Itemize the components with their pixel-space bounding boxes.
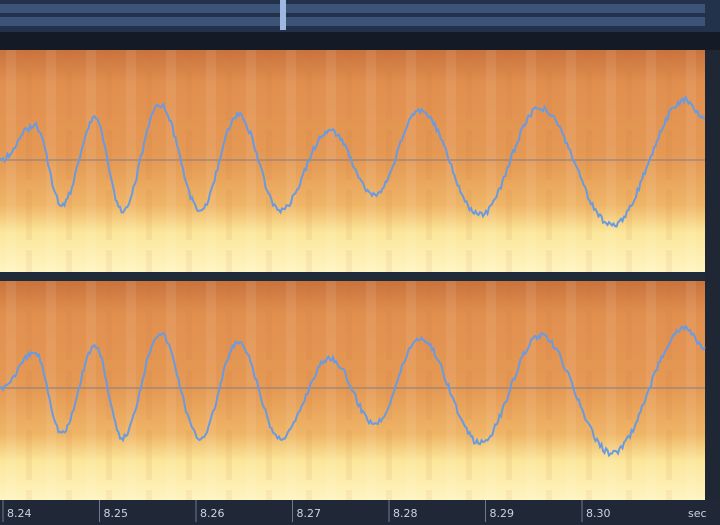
amplitude-ruler bbox=[705, 50, 720, 500]
overview-wave bbox=[0, 4, 705, 13]
separator bbox=[0, 32, 720, 50]
timeline-label: 8.26 bbox=[200, 507, 225, 520]
timeline[interactable] bbox=[0, 500, 720, 525]
waveform bbox=[0, 324, 706, 458]
separator bbox=[0, 272, 720, 281]
timeline-label: 8.29 bbox=[490, 507, 515, 520]
overview-playhead[interactable] bbox=[280, 0, 286, 30]
timeline-label: 8.24 bbox=[7, 507, 32, 520]
timeline-unit: sec bbox=[688, 507, 707, 520]
timeline-label: 8.30 bbox=[586, 507, 611, 520]
waveform bbox=[0, 94, 705, 228]
timeline-label: 8.25 bbox=[104, 507, 129, 520]
timeline-label: 8.28 bbox=[393, 507, 418, 520]
overview-wave bbox=[0, 17, 705, 26]
timeline-label: 8.27 bbox=[297, 507, 322, 520]
